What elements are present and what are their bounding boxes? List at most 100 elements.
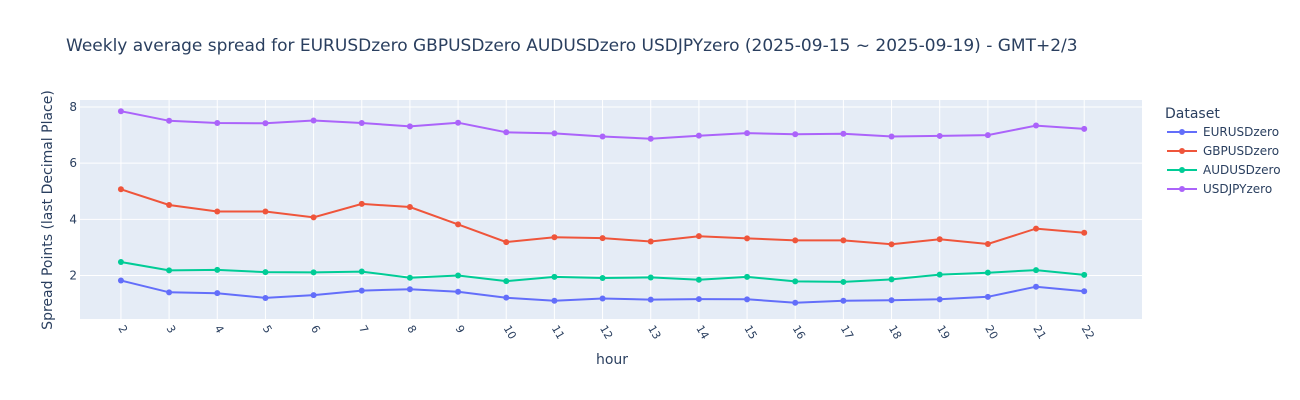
legend-item-gbpusdzero[interactable]: GBPUSDzero <box>1167 144 1279 158</box>
legend-swatch-marker <box>1179 129 1185 135</box>
data-point <box>503 129 510 136</box>
legend[interactable]: EURUSDzero GBPUSDzero AUDUSDzero USDJPYzero <box>1167 125 1281 196</box>
data-point <box>262 294 269 301</box>
data-point <box>888 276 895 283</box>
data-point <box>166 117 173 124</box>
x-tick-label: 20 <box>982 323 1000 342</box>
data-point <box>503 278 510 285</box>
data-point <box>599 275 606 282</box>
legend-label: GBPUSDzero <box>1203 144 1279 158</box>
data-point <box>744 130 751 137</box>
legend-item-usdjpyzero[interactable]: USDJPYzero <box>1167 182 1272 196</box>
x-tick-label: 9 <box>452 323 467 336</box>
y-tick-label: 6 <box>69 156 77 170</box>
data-point <box>455 288 462 295</box>
x-tick-label: 10 <box>501 323 519 342</box>
x-tick-label: 8 <box>404 323 419 336</box>
x-tick-label: 7 <box>356 323 371 336</box>
grid-lines <box>80 100 1142 319</box>
x-tick-label: 21 <box>1030 323 1048 342</box>
data-point <box>1081 229 1088 236</box>
data-point <box>117 277 124 284</box>
x-tick-label: 2 <box>115 323 130 336</box>
data-point <box>840 237 847 244</box>
legend-item-audusdzero[interactable]: AUDUSDzero <box>1167 163 1281 177</box>
y-tick-label: 8 <box>69 100 77 114</box>
data-point <box>599 235 606 242</box>
data-point <box>455 272 462 279</box>
data-point <box>262 120 269 127</box>
series-eurusdzero <box>117 277 1088 306</box>
data-point <box>936 236 943 243</box>
x-tick-label: 13 <box>645 323 663 342</box>
data-point <box>647 135 654 142</box>
legend-label: USDJPYzero <box>1203 182 1272 196</box>
chart-title: Weekly average spread for EURUSDzero GBP… <box>66 36 1078 56</box>
data-point <box>695 132 702 139</box>
data-point <box>358 120 365 127</box>
data-point <box>1033 283 1040 290</box>
data-point <box>262 208 269 215</box>
x-tick-label: 18 <box>886 323 904 342</box>
data-point <box>166 202 173 209</box>
x-axis-ticks: 2 3 4 5 6 7 8 9 10 11 12 13 14 15 16 17 18 19 20 21 22 <box>115 323 1097 342</box>
data-point <box>1081 271 1088 278</box>
data-point <box>117 108 124 115</box>
series-gbpusdzero <box>117 186 1088 248</box>
legend-label: EURUSDzero <box>1203 125 1279 139</box>
legend-label: AUDUSDzero <box>1203 163 1281 177</box>
data-point <box>744 296 751 303</box>
data-point <box>888 133 895 140</box>
x-tick-label: 6 <box>308 323 323 336</box>
data-point <box>888 297 895 304</box>
y-axis-title: Spread Points (last Decimal Place) <box>40 90 56 330</box>
data-point <box>455 221 462 228</box>
data-point <box>117 186 124 193</box>
data-point <box>310 117 317 124</box>
data-point <box>166 289 173 296</box>
data-point <box>984 269 991 276</box>
x-tick-label: 12 <box>597 323 615 342</box>
x-tick-label: 15 <box>741 323 759 342</box>
data-point <box>984 293 991 300</box>
data-point <box>888 241 895 248</box>
plot-area <box>80 100 1142 319</box>
data-point <box>984 241 991 248</box>
data-point <box>310 269 317 276</box>
data-point <box>1033 225 1040 232</box>
data-point <box>792 278 799 285</box>
data-point <box>503 239 510 246</box>
data-point <box>406 286 413 293</box>
data-point <box>647 296 654 303</box>
legend-item-eurusdzero[interactable]: EURUSDzero <box>1167 125 1279 139</box>
data-point <box>503 294 510 301</box>
data-point <box>358 287 365 294</box>
data-point <box>406 203 413 210</box>
data-point <box>551 234 558 241</box>
data-point <box>214 266 221 273</box>
data-point <box>214 208 221 215</box>
data-point <box>840 130 847 137</box>
data-point <box>984 132 991 139</box>
data-point <box>695 276 702 283</box>
data-point <box>406 123 413 130</box>
x-tick-label: 5 <box>260 323 275 336</box>
y-tick-label: 4 <box>69 212 77 226</box>
data-point <box>695 233 702 240</box>
legend-title: Dataset <box>1165 106 1220 122</box>
x-tick-label: 4 <box>212 323 227 336</box>
data-point <box>117 259 124 266</box>
series-audusdzero <box>117 259 1088 285</box>
data-point <box>744 273 751 280</box>
data-point <box>936 296 943 303</box>
x-tick-label: 19 <box>934 323 952 342</box>
y-tick-label: 2 <box>69 268 77 282</box>
data-point <box>310 214 317 221</box>
x-tick-label: 16 <box>790 323 808 342</box>
x-tick-label: 14 <box>693 323 711 342</box>
data-point <box>792 131 799 138</box>
data-point <box>406 274 413 281</box>
data-point <box>310 292 317 299</box>
data-point <box>551 297 558 304</box>
